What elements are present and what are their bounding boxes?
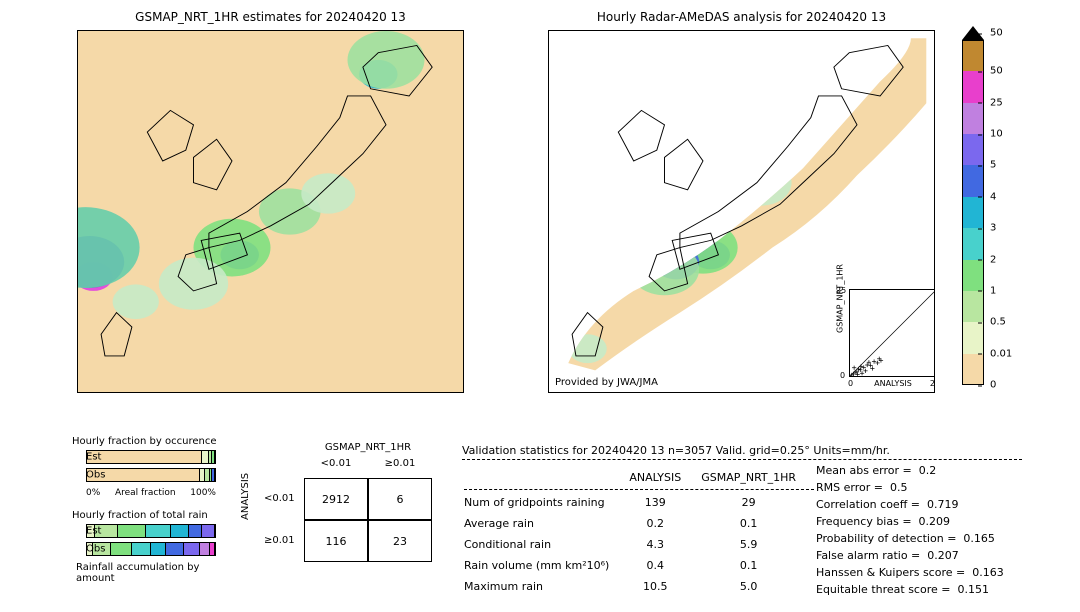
validation-header: Validation statistics for 20240420 13 n=… (462, 444, 1062, 464)
xtick-label: 140°E (789, 392, 819, 393)
provider-label: Provided by JWA/JMA (555, 377, 658, 388)
colorbar-tick: 4 (984, 191, 996, 202)
coastlines-left (78, 31, 463, 392)
scatter-inset: GSMAP_NRT_1HRANALYSIS025025 (849, 289, 935, 377)
score-row: Mean abs error = 0.2 (816, 462, 1004, 479)
hbar-label: Obs (86, 470, 90, 481)
colorbar-tick: 25 (984, 97, 1003, 108)
hbar-row (86, 542, 216, 556)
contingency-cell: 6 (368, 478, 432, 520)
colorbar-tick: 0.01 (984, 348, 1012, 359)
score-row: Frequency bias = 0.209 (816, 513, 1004, 530)
colorbar: 00.010.51234510255050 (962, 40, 984, 385)
xtick-label: 135°E (720, 392, 750, 393)
hbar-row (86, 468, 216, 482)
xtick-label: 140°E (318, 392, 348, 393)
contingency-table: GSMAP_NRT_1HR<0.01≥0.01ANALYSIS<0.01≥0.0… (258, 446, 428, 596)
hbar-row (86, 450, 216, 464)
contingency-cell: 23 (368, 520, 432, 562)
validation-table: ANALYSISGSMAP_NRT_1HRNum of gridpoints r… (462, 466, 816, 598)
left-map-title: GSMAP_NRT_1HR estimates for 20240420 13 (77, 10, 464, 24)
xtick-label: 130°E (179, 392, 209, 393)
xtick-label: 125°E (113, 392, 143, 393)
validation-header-text: Validation statistics for 20240420 13 n=… (462, 444, 1062, 457)
contingency-cell: 116 (304, 520, 368, 562)
totalrain-bars: Hourly fraction of total rain EstObsRain… (62, 512, 222, 570)
colorbar-tick: 10 (984, 129, 1003, 140)
colorbar-tick: 0.5 (984, 317, 1006, 328)
validation-scores: Mean abs error = 0.2RMS error = 0.5Corre… (816, 462, 1004, 598)
xtick-label: 135°E (249, 392, 279, 393)
colorbar-tick: 50 (984, 66, 1003, 77)
colorbar-tick: 1 (984, 285, 996, 296)
colorbar-tick: 2 (984, 254, 996, 265)
occurrence-title: Hourly fraction by occurence (72, 436, 216, 447)
hbar-label: Est (86, 526, 90, 537)
colorbar-tick: 3 (984, 223, 996, 234)
xtick-label: 125°E (584, 392, 614, 393)
score-row: Correlation coeff = 0.719 (816, 496, 1004, 513)
score-row: Equitable threat score = 0.151 (816, 581, 1004, 598)
score-row: RMS error = 0.5 (816, 479, 1004, 496)
gsmap-map: 45°N40°N35°N30°N25°N125°E130°E135°E140°E… (77, 30, 464, 393)
score-row: False alarm ratio = 0.207 (816, 547, 1004, 564)
score-row: Hanssen & Kuipers score = 0.163 (816, 564, 1004, 581)
radar-amedas-map: Provided by JWA/JMA GSMAP_NRT_1HRANALYSI… (548, 30, 935, 393)
score-row: Probability of detection = 0.165 (816, 530, 1004, 547)
colorbar-tick: 5 (984, 160, 996, 171)
hbar-label: Obs (86, 544, 90, 555)
xtick-label: 145°E (388, 392, 418, 393)
occurrence-bars: Hourly fraction by occurence EstObs0%Are… (62, 438, 222, 496)
totalrain-title: Hourly fraction of total rain (72, 510, 208, 521)
colorbar-tick: 0 (984, 380, 996, 391)
xtick-label: 145°E (859, 392, 889, 393)
hbar-row (86, 524, 216, 538)
right-map-title: Hourly Radar-AMeDAS analysis for 2024042… (548, 10, 935, 24)
contingency-cell: 2912 (304, 478, 368, 520)
xtick-label: 130°E (650, 392, 680, 393)
hbar-label: Est (86, 452, 90, 463)
